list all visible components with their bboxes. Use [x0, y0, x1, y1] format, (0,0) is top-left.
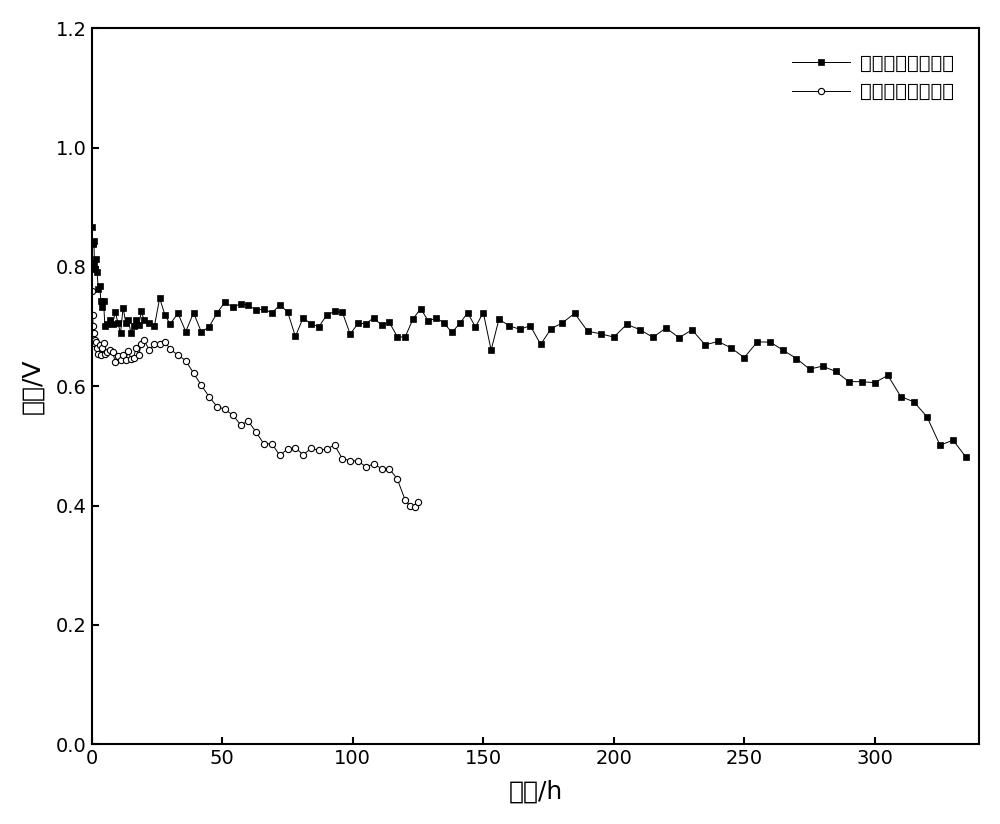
传统膜电极单电池 [86, 286, 98, 296]
Y-axis label: 电压/V: 电压/V [21, 358, 45, 414]
新型膜电极单电池 [86, 222, 98, 232]
传统膜电极单电池 [95, 350, 107, 360]
Line: 新型膜电极单电池: 新型膜电极单电池 [89, 223, 969, 461]
新型膜电极单电池 [960, 452, 972, 462]
传统膜电极单电池 [148, 339, 160, 349]
Line: 传统膜电极单电池: 传统膜电极单电池 [89, 288, 421, 510]
传统膜电极单电池 [135, 339, 147, 349]
传统膜电极单电池 [412, 497, 424, 507]
传统膜电极单电池 [92, 349, 104, 358]
Legend: 新型膜电极单电池, 传统膜电极单电池: 新型膜电极单电池, 传统膜电极单电池 [776, 38, 969, 117]
新型膜电极单电池 [88, 236, 100, 246]
新型膜电极单电池 [595, 329, 607, 339]
新型膜电极单电池 [712, 336, 724, 346]
新型膜电极单电池 [188, 308, 200, 318]
新型膜电极单电池 [88, 258, 100, 268]
X-axis label: 时间/h: 时间/h [508, 780, 563, 803]
新型膜电极单电池 [856, 377, 868, 386]
传统膜电极单电池 [383, 464, 395, 474]
传统膜电极单电池 [409, 502, 421, 512]
传统膜电极单电池 [297, 450, 309, 460]
